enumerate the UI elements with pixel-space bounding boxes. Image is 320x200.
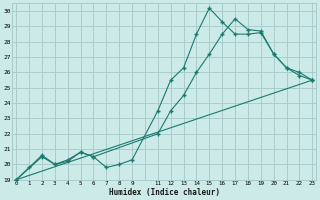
- X-axis label: Humidex (Indice chaleur): Humidex (Indice chaleur): [109, 188, 220, 197]
